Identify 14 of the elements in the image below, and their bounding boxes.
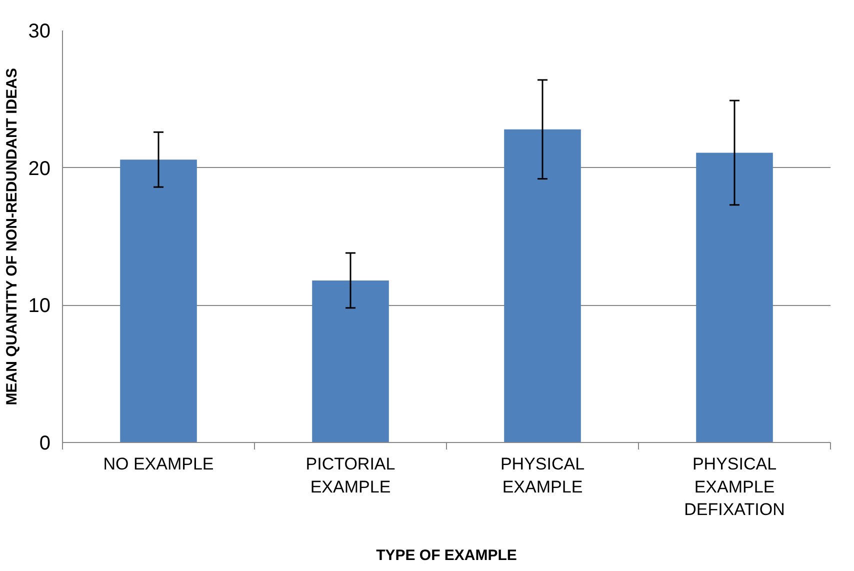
bar (696, 152, 773, 442)
x-tick-label: PHYSICAL EXAMPLE (500, 454, 585, 496)
bar (312, 280, 389, 442)
y-tick-label: 20 (28, 158, 51, 180)
x-tick-label: NO EXAMPLE (103, 454, 214, 474)
x-tick-label: PHYSICAL EXAMPLE DEFIXATION (684, 454, 785, 520)
y-tick-label: 0 (39, 432, 50, 454)
x-axis-title: TYPE OF EXAMPLE (376, 547, 517, 564)
y-tick-label: 30 (28, 20, 51, 42)
y-tick-label: 10 (28, 295, 51, 318)
x-tick-label: PICTORIAL EXAMPLE (306, 454, 396, 496)
y-axis-title: MEAN QUANTITY OF NON-REDUNDANT IDEAS (3, 68, 20, 406)
bar (120, 160, 197, 442)
bar (504, 129, 581, 442)
